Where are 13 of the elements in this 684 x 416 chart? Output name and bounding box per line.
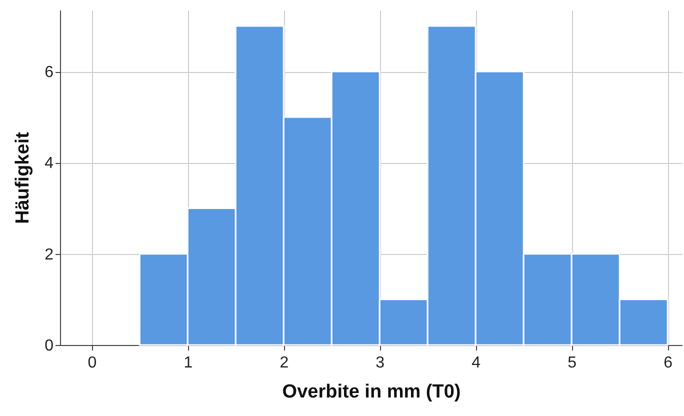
y-tick-label: 2 [44, 246, 54, 264]
x-axis-title: Overbite in mm (T0) [282, 382, 461, 402]
x-tick-label: 5 [568, 354, 577, 372]
x-tick-label: 6 [664, 354, 673, 372]
x-tick-label: 2 [280, 354, 289, 372]
y-tick-label: 6 [44, 64, 54, 82]
y-tick-label: 0 [44, 338, 54, 354]
x-tick-label: 1 [184, 354, 193, 372]
y-tick-label: 4 [44, 155, 54, 172]
y-axis-title: Häufigkeit [12, 131, 34, 224]
x-tick-label: 4 [472, 354, 481, 372]
x-tick-label: 0 [88, 354, 97, 372]
x-tick-label: 3 [376, 354, 385, 372]
